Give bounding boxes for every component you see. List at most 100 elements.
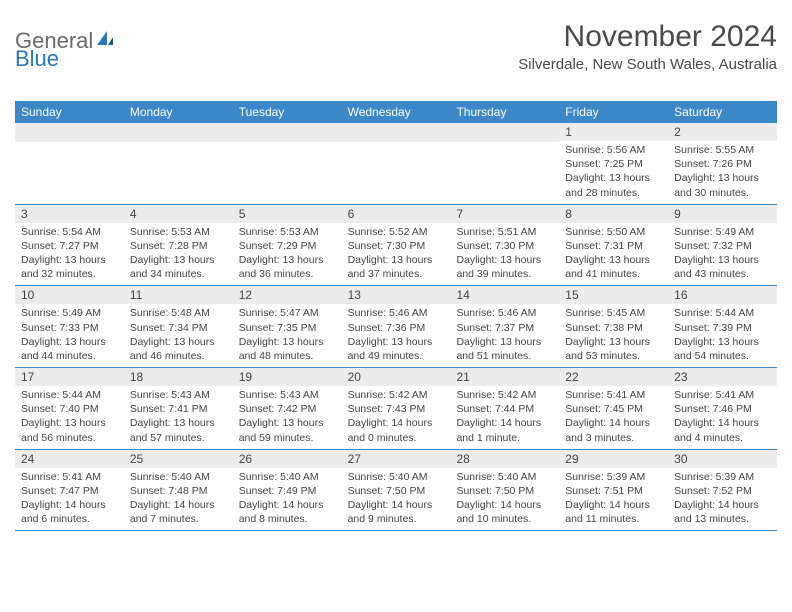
weeks-container: 1Sunrise: 5:56 AMSunset: 7:25 PMDaylight… xyxy=(15,123,777,531)
day-body: Sunrise: 5:40 AMSunset: 7:50 PMDaylight:… xyxy=(450,468,559,531)
weekday-header: Saturday xyxy=(668,101,777,123)
day-number: 12 xyxy=(233,286,342,304)
day-number: 17 xyxy=(15,368,124,386)
sunrise-text: Sunrise: 5:39 AM xyxy=(674,470,771,484)
day-cell: 28Sunrise: 5:40 AMSunset: 7:50 PMDayligh… xyxy=(450,450,559,531)
day-number: 6 xyxy=(342,205,451,223)
sunrise-text: Sunrise: 5:41 AM xyxy=(565,388,662,402)
daylight-text: Daylight: 14 hours and 0 minutes. xyxy=(348,416,445,444)
day-number: 29 xyxy=(559,450,668,468)
day-number: 7 xyxy=(450,205,559,223)
day-cell: 15Sunrise: 5:45 AMSunset: 7:38 PMDayligh… xyxy=(559,286,668,367)
day-number-empty xyxy=(124,123,233,142)
day-body: Sunrise: 5:41 AMSunset: 7:47 PMDaylight:… xyxy=(15,468,124,531)
weekday-header-row: SundayMondayTuesdayWednesdayThursdayFrid… xyxy=(15,101,777,123)
day-number: 18 xyxy=(124,368,233,386)
day-number: 1 xyxy=(559,123,668,141)
sunrise-text: Sunrise: 5:46 AM xyxy=(456,306,553,320)
week-row: 17Sunrise: 5:44 AMSunset: 7:40 PMDayligh… xyxy=(15,368,777,450)
day-cell: 8 Sunrise: 5:50 AMSunset: 7:31 PMDaylight… xyxy=(559,205,668,286)
sunrise-text: Sunrise: 5:52 AM xyxy=(348,225,445,239)
day-cell xyxy=(450,123,559,204)
day-cell: 4Sunrise: 5:53 AMSunset: 7:28 PMDaylight… xyxy=(124,205,233,286)
daylight-text: Daylight: 13 hours and 41 minutes. xyxy=(565,253,662,281)
day-cell: 30Sunrise: 5:39 AMSunset: 7:52 PMDayligh… xyxy=(668,450,777,531)
sunrise-text: Sunrise: 5:40 AM xyxy=(239,470,336,484)
day-cell xyxy=(15,123,124,204)
sunset-text: Sunset: 7:31 PM xyxy=(565,239,662,253)
sunset-text: Sunset: 7:49 PM xyxy=(239,484,336,498)
day-cell: 9Sunrise: 5:49 AMSunset: 7:32 PMDaylight… xyxy=(668,205,777,286)
day-number-empty xyxy=(233,123,342,142)
daylight-text: Daylight: 14 hours and 11 minutes. xyxy=(565,498,662,526)
daylight-text: Daylight: 13 hours and 36 minutes. xyxy=(239,253,336,281)
day-body: Sunrise: 5:41 AMSunset: 7:46 PMDaylight:… xyxy=(668,386,777,449)
day-number: 5 xyxy=(233,205,342,223)
sunset-text: Sunset: 7:48 PM xyxy=(130,484,227,498)
day-cell: 5Sunrise: 5:53 AMSunset: 7:29 PMDaylight… xyxy=(233,205,342,286)
sunset-text: Sunset: 7:36 PM xyxy=(348,321,445,335)
daylight-text: Daylight: 13 hours and 57 minutes. xyxy=(130,416,227,444)
weekday-header: Thursday xyxy=(450,101,559,123)
day-number: 10 xyxy=(15,286,124,304)
weekday-header: Monday xyxy=(124,101,233,123)
day-number: 22 xyxy=(559,368,668,386)
day-number-empty xyxy=(15,123,124,142)
day-body: Sunrise: 5:44 AMSunset: 7:40 PMDaylight:… xyxy=(15,386,124,449)
sunset-text: Sunset: 7:45 PM xyxy=(565,402,662,416)
day-body: Sunrise: 5:48 AMSunset: 7:34 PMDaylight:… xyxy=(124,304,233,367)
day-number: 8 xyxy=(559,205,668,223)
sunrise-text: Sunrise: 5:49 AM xyxy=(674,225,771,239)
sunrise-text: Sunrise: 5:47 AM xyxy=(239,306,336,320)
day-number: 23 xyxy=(668,368,777,386)
daylight-text: Daylight: 14 hours and 9 minutes. xyxy=(348,498,445,526)
daylight-text: Daylight: 13 hours and 49 minutes. xyxy=(348,335,445,363)
day-number: 14 xyxy=(450,286,559,304)
day-number: 27 xyxy=(342,450,451,468)
day-number: 28 xyxy=(450,450,559,468)
day-cell xyxy=(342,123,451,204)
day-cell: 26Sunrise: 5:40 AMSunset: 7:49 PMDayligh… xyxy=(233,450,342,531)
sunrise-text: Sunrise: 5:53 AM xyxy=(239,225,336,239)
daylight-text: Daylight: 14 hours and 10 minutes. xyxy=(456,498,553,526)
sunrise-text: Sunrise: 5:42 AM xyxy=(348,388,445,402)
sunset-text: Sunset: 7:27 PM xyxy=(21,239,118,253)
sunset-text: Sunset: 7:37 PM xyxy=(456,321,553,335)
daylight-text: Daylight: 14 hours and 1 minute. xyxy=(456,416,553,444)
daylight-text: Daylight: 13 hours and 48 minutes. xyxy=(239,335,336,363)
day-body: Sunrise: 5:41 AMSunset: 7:45 PMDaylight:… xyxy=(559,386,668,449)
day-body: Sunrise: 5:43 AMSunset: 7:42 PMDaylight:… xyxy=(233,386,342,449)
day-cell xyxy=(124,123,233,204)
day-body: Sunrise: 5:46 AMSunset: 7:36 PMDaylight:… xyxy=(342,304,451,367)
sunset-text: Sunset: 7:35 PM xyxy=(239,321,336,335)
sunrise-text: Sunrise: 5:50 AM xyxy=(565,225,662,239)
day-number: 13 xyxy=(342,286,451,304)
day-body: Sunrise: 5:56 AMSunset: 7:25 PMDaylight:… xyxy=(559,141,668,204)
weekday-header: Friday xyxy=(559,101,668,123)
sunrise-text: Sunrise: 5:51 AM xyxy=(456,225,553,239)
day-cell: 24Sunrise: 5:41 AMSunset: 7:47 PMDayligh… xyxy=(15,450,124,531)
sunrise-text: Sunrise: 5:45 AM xyxy=(565,306,662,320)
daylight-text: Daylight: 14 hours and 7 minutes. xyxy=(130,498,227,526)
sunset-text: Sunset: 7:42 PM xyxy=(239,402,336,416)
day-cell: 13Sunrise: 5:46 AMSunset: 7:36 PMDayligh… xyxy=(342,286,451,367)
daylight-text: Daylight: 13 hours and 59 minutes. xyxy=(239,416,336,444)
daylight-text: Daylight: 13 hours and 43 minutes. xyxy=(674,253,771,281)
sunset-text: Sunset: 7:28 PM xyxy=(130,239,227,253)
day-cell: 7Sunrise: 5:51 AMSunset: 7:30 PMDaylight… xyxy=(450,205,559,286)
day-cell: 6Sunrise: 5:52 AMSunset: 7:30 PMDaylight… xyxy=(342,205,451,286)
daylight-text: Daylight: 13 hours and 28 minutes. xyxy=(565,171,662,199)
day-cell: 17Sunrise: 5:44 AMSunset: 7:40 PMDayligh… xyxy=(15,368,124,449)
sunrise-text: Sunrise: 5:40 AM xyxy=(348,470,445,484)
day-body: Sunrise: 5:52 AMSunset: 7:30 PMDaylight:… xyxy=(342,223,451,286)
day-cell: 11Sunrise: 5:48 AMSunset: 7:34 PMDayligh… xyxy=(124,286,233,367)
sunrise-text: Sunrise: 5:55 AM xyxy=(674,143,771,157)
sunrise-text: Sunrise: 5:41 AM xyxy=(674,388,771,402)
week-row: 10Sunrise: 5:49 AMSunset: 7:33 PMDayligh… xyxy=(15,286,777,368)
day-number: 3 xyxy=(15,205,124,223)
daylight-text: Daylight: 13 hours and 54 minutes. xyxy=(674,335,771,363)
day-number: 25 xyxy=(124,450,233,468)
day-cell: 10Sunrise: 5:49 AMSunset: 7:33 PMDayligh… xyxy=(15,286,124,367)
day-number-empty xyxy=(342,123,451,142)
daylight-text: Daylight: 13 hours and 37 minutes. xyxy=(348,253,445,281)
